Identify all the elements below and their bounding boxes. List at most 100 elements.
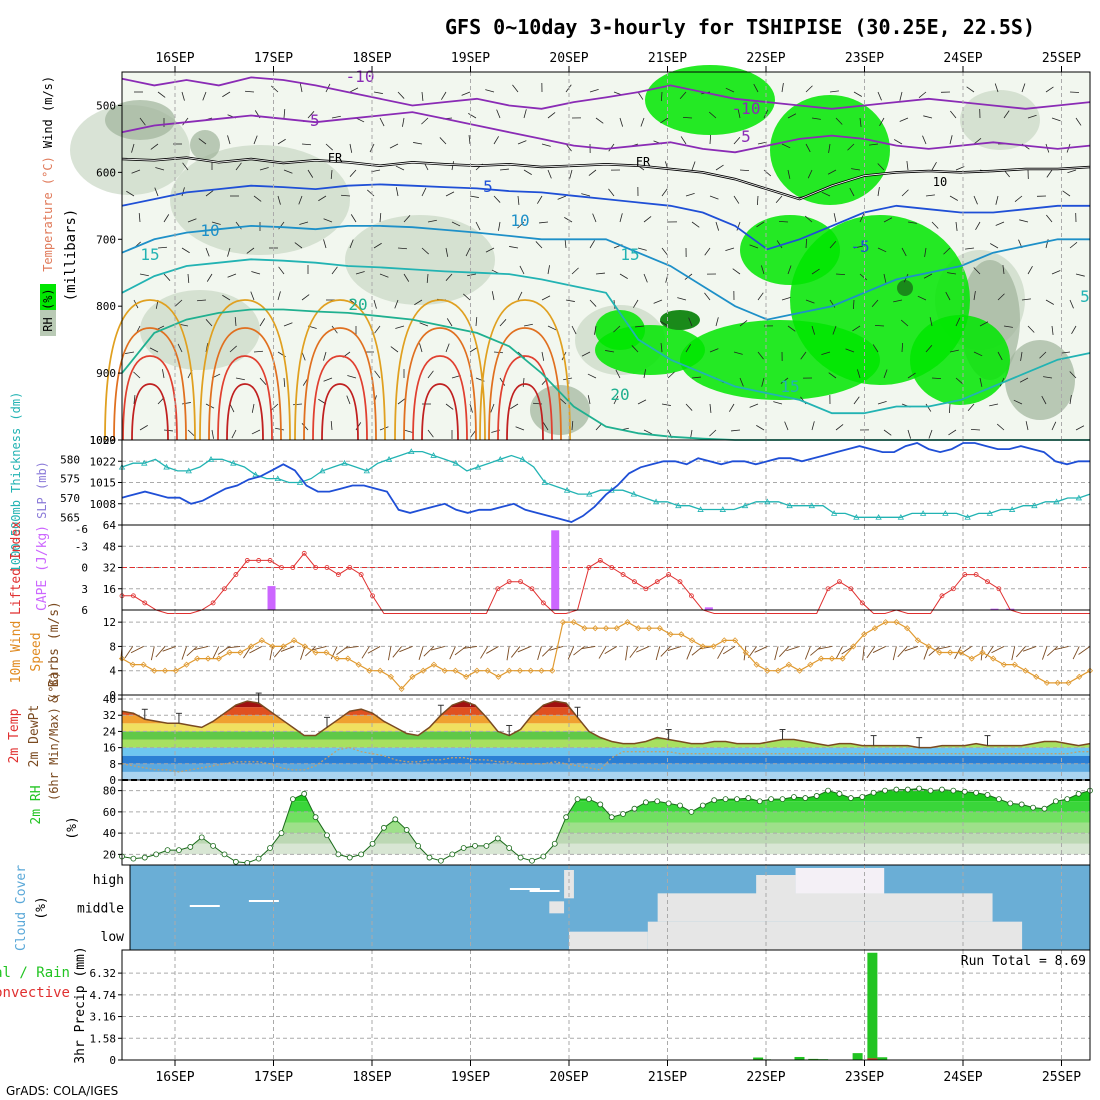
wind-barb: [571, 325, 577, 335]
rh-marker: [130, 855, 137, 862]
isotherm-5: [121, 183, 1090, 251]
rh-marker: [677, 802, 683, 809]
thickness-marker: [408, 448, 415, 454]
y-tick-label: 0: [109, 774, 116, 787]
wind-speed-marker: [936, 649, 943, 656]
wind-barb: [181, 646, 187, 660]
wind-barb: [567, 646, 575, 660]
wind-barb: [277, 291, 281, 301]
wind-barb: [955, 221, 958, 231]
lifted-index-marker: [244, 558, 250, 563]
wind-speed-marker: [871, 625, 878, 632]
wind-barb: [635, 325, 645, 328]
wind-barb: [251, 429, 261, 435]
rh-marker: [654, 798, 661, 805]
lifted-index-marker: [506, 579, 512, 585]
date-label-top: 21SEP: [648, 51, 687, 66]
rh-marker: [665, 800, 672, 807]
wind-speed-marker: [420, 667, 427, 674]
lifted-index-marker: [996, 586, 1002, 592]
wind-barb: [469, 346, 478, 353]
cape-bar: [990, 608, 999, 610]
wind-barb: [542, 422, 549, 431]
y-tick-label: 64: [103, 519, 117, 532]
wind-barb: [523, 323, 533, 327]
thickness-marker: [430, 452, 437, 458]
rh-marker: [1064, 796, 1071, 803]
wind-barb: [805, 143, 811, 153]
wind-barb: [475, 221, 481, 231]
rh-marker: [506, 845, 513, 851]
wind-barb: [280, 646, 295, 652]
wind-barb: [973, 195, 978, 205]
wind-barb: [871, 299, 879, 308]
lifted-index-marker: [335, 572, 341, 577]
contour-label: 10: [510, 211, 529, 230]
wind-barb: [229, 403, 235, 413]
thickness-marker: [1031, 502, 1038, 509]
isotherm-warm: [199, 299, 291, 441]
wind-barb: [253, 135, 258, 145]
wind-speed-marker: [764, 667, 771, 674]
wind-barb: [403, 273, 410, 282]
wind-barb: [549, 645, 564, 651]
wind-barb: [493, 195, 501, 203]
rh-legend-swatch-lower: [40, 310, 56, 336]
rh-shading-green: [645, 65, 775, 135]
contour-label: 5: [741, 127, 751, 146]
lifted-index-marker: [643, 586, 649, 592]
wind-barb: [655, 646, 661, 661]
wind-barb: [133, 395, 136, 405]
rh-marker: [825, 787, 831, 794]
wind-speed-marker: [570, 619, 577, 626]
wind-barb: [312, 645, 327, 651]
wind-barb: [833, 213, 837, 223]
rh-marker: [437, 857, 444, 864]
rh-marker: [460, 845, 467, 851]
rh-marker: [141, 854, 148, 861]
wind-barb: [253, 195, 262, 202]
isotherm-warm: [226, 383, 264, 441]
thickness-marker: [474, 463, 482, 470]
thickness-marker: [452, 459, 459, 466]
wind-speed-marker: [355, 661, 362, 668]
isotherm-warm: [421, 383, 459, 441]
wind-barb: [294, 242, 303, 249]
wind-barb: [181, 247, 190, 254]
wind-barb: [537, 195, 543, 204]
wind-barb: [571, 420, 574, 431]
wind-barb: [949, 135, 953, 145]
wind-barb: [421, 187, 427, 197]
wind-barb: [737, 109, 741, 119]
wind-barb: [979, 321, 989, 327]
wind-barb: [757, 351, 764, 360]
wind-barb: [499, 377, 506, 386]
thickness-marker: [875, 513, 882, 520]
rh-marker: [529, 857, 535, 864]
cloud-level-label: middle: [77, 902, 124, 917]
wind-barb: [301, 351, 306, 361]
wind-barb: [1041, 646, 1048, 660]
wind-barb: [667, 371, 675, 379]
wind-speed-marker: [215, 655, 222, 662]
contour-label: -10: [732, 99, 761, 118]
rh-marker: [221, 851, 228, 858]
cloud-streak: [248, 900, 279, 902]
lifted-index-marker: [518, 579, 523, 585]
wind-speed-marker: [710, 643, 717, 650]
wind-speed-marker: [947, 649, 954, 656]
y-tick-label: 32: [103, 709, 116, 722]
y-tick-label: 48: [103, 540, 116, 553]
wind-barb: [866, 646, 876, 659]
wind-barb: [581, 351, 591, 357]
wind-speed-marker: [775, 667, 782, 674]
rh-marker: [278, 830, 285, 837]
wind-barb: [899, 91, 903, 101]
rh-marker: [620, 811, 626, 817]
thickness-marker: [296, 479, 304, 485]
wind-barb: [637, 91, 644, 100]
wind-barb: [637, 399, 647, 405]
wind-barb: [805, 238, 808, 249]
wind-barb: [643, 273, 648, 283]
wind-barb: [1069, 371, 1077, 379]
